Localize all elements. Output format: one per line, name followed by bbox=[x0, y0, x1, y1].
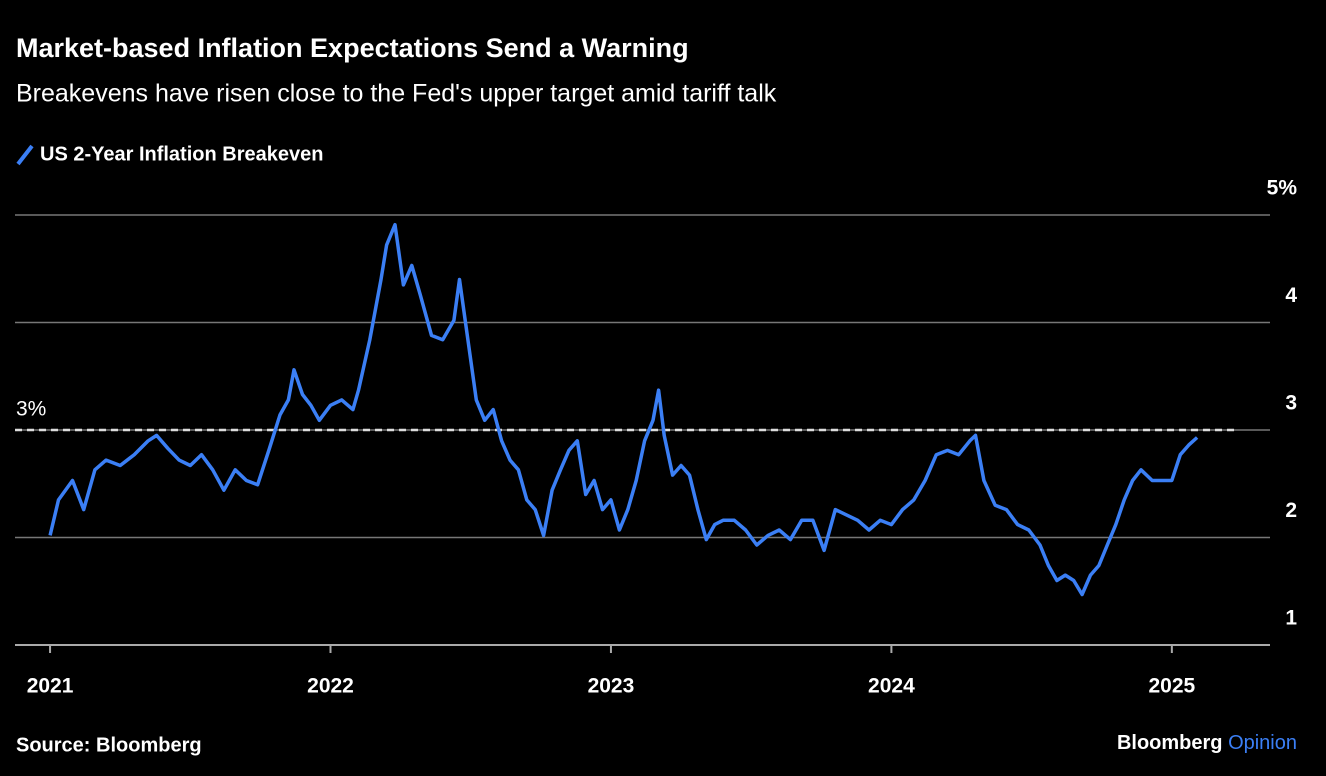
chart-subtitle: Breakevens have risen close to the Fed's… bbox=[16, 80, 777, 108]
brand-name: Bloomberg bbox=[1117, 732, 1223, 754]
source: Source: Bloomberg bbox=[16, 734, 202, 756]
reference-label: 3% bbox=[16, 398, 46, 421]
y-tick-label: 2 bbox=[1285, 499, 1297, 522]
y-tick-label: 5% bbox=[1267, 177, 1298, 200]
branding: Bloomberg Opinion bbox=[1117, 732, 1297, 754]
data-line bbox=[48, 222, 1199, 597]
x-tick-label: 2021 bbox=[27, 675, 74, 698]
y-tick-label: 3 bbox=[1285, 392, 1297, 415]
chart-title: Market-based Inflation Expectations Send… bbox=[16, 33, 689, 63]
y-tick-label: 4 bbox=[1285, 284, 1297, 307]
brand-section: Opinion bbox=[1228, 732, 1297, 754]
x-tick-label: 2025 bbox=[1148, 675, 1195, 698]
legend-swatch bbox=[16, 144, 34, 166]
x-tick-label: 2022 bbox=[307, 675, 354, 698]
x-tick-label: 2024 bbox=[868, 675, 915, 698]
x-tick-label: 2023 bbox=[588, 675, 635, 698]
y-tick-label: 1 bbox=[1285, 607, 1297, 630]
legend-label: US 2-Year Inflation Breakeven bbox=[40, 143, 323, 165]
